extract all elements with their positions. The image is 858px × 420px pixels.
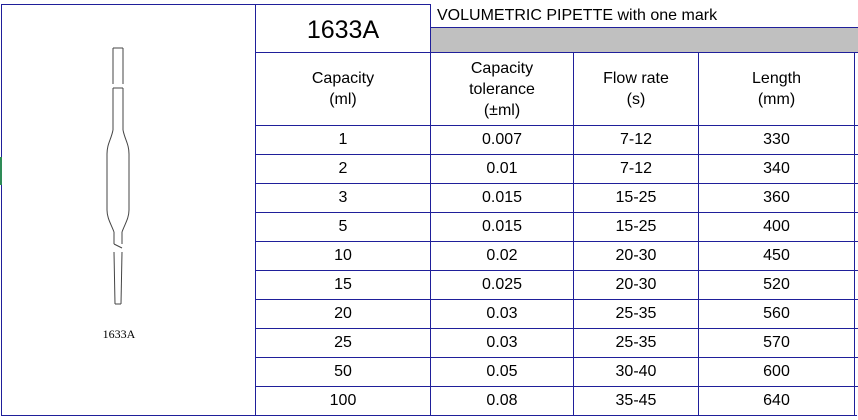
- cell-length: 360: [699, 184, 855, 212]
- cell-capacity: 10: [256, 242, 431, 270]
- table-row: 1 0.007 7-12 330: [256, 126, 858, 155]
- cell-capacity: 20: [256, 300, 431, 328]
- product-image-cell: 1633A: [1, 4, 256, 416]
- header-tolerance: Capacity tolerance (±ml): [431, 53, 574, 126]
- cell-flow-rate: 35-45: [574, 387, 699, 415]
- cell-capacity: 50: [256, 358, 431, 386]
- header-flow-rate-line1: Flow rate: [603, 70, 669, 87]
- cell-length: 560: [699, 300, 855, 328]
- cell-tolerance: 0.015: [431, 213, 574, 241]
- header-length-line1: Length: [752, 70, 801, 87]
- header-tolerance-line3: (±ml): [483, 101, 521, 119]
- cell-capacity: 5: [256, 213, 431, 241]
- cell-tolerance: 0.03: [431, 329, 574, 357]
- volumetric-pipette-drawing-icon: [106, 47, 130, 305]
- cell-capacity: 1: [256, 126, 431, 154]
- image-caption: 1633A: [102, 327, 136, 341]
- cell-flow-rate: 20-30: [574, 271, 699, 299]
- cell-flow-rate: 20-30: [574, 242, 699, 270]
- cell-capacity: 15: [256, 271, 431, 299]
- table-row: 3 0.015 15-25 360: [256, 184, 858, 213]
- header-capacity: Capacity (ml): [256, 53, 431, 126]
- table-row: 2 0.01 7-12 340: [256, 155, 858, 184]
- header-capacity-line1: Capacity: [311, 70, 375, 87]
- cell-flow-rate: 15-25: [574, 184, 699, 212]
- cell-flow-rate: 7-12: [574, 155, 699, 183]
- table-row: 25 0.03 25-35 570: [256, 329, 858, 358]
- spec-table: 1633A VOLUMETRIC PIPETTE with one mark C…: [256, 4, 858, 416]
- header-flow-rate: Flow rate (s): [574, 53, 699, 126]
- cell-length: 570: [699, 329, 855, 357]
- table-row: 100 0.08 35-45 640: [256, 387, 858, 416]
- table-row: 50 0.05 30-40 600: [256, 358, 858, 387]
- cell-flow-rate: 7-12: [574, 126, 699, 154]
- cell-tolerance: 0.025: [431, 271, 574, 299]
- cell-flow-rate: 25-35: [574, 300, 699, 328]
- product-frame: [1, 4, 857, 416]
- cell-tolerance: 0.015: [431, 184, 574, 212]
- header-extra-column: [855, 53, 858, 126]
- cell-capacity: 25: [256, 329, 431, 357]
- title-bar-fill: [431, 28, 858, 53]
- cell-flow-rate: 25-35: [574, 329, 699, 357]
- cell-tolerance: 0.01: [431, 155, 574, 183]
- cell-length: 600: [699, 358, 855, 386]
- header-tolerance-line1: Capacity: [470, 59, 534, 77]
- header-capacity-line2: (ml): [329, 91, 357, 108]
- cell-tolerance: 0.007: [431, 126, 574, 154]
- header-length: Length (mm): [699, 53, 855, 126]
- left-edge-marker: [0, 157, 2, 185]
- cell-length: 520: [699, 271, 855, 299]
- header-flow-rate-line2: (s): [626, 91, 646, 108]
- table-row: 10 0.02 20-30 450: [256, 242, 858, 271]
- cell-length: 340: [699, 155, 855, 183]
- cell-capacity: 2: [256, 155, 431, 183]
- cell-length: 640: [699, 387, 855, 415]
- product-code: 1633A: [256, 4, 431, 53]
- cell-tolerance: 0.02: [431, 242, 574, 270]
- table-body: 1 0.007 7-12 330 2 0.01 7-12 340 3 0.015…: [256, 126, 858, 416]
- cell-tolerance: 0.03: [431, 300, 574, 328]
- cell-length: 330: [699, 126, 855, 154]
- table-row: 5 0.015 15-25 400: [256, 213, 858, 242]
- table-row: 20 0.03 25-35 560: [256, 300, 858, 329]
- header-length-line2: (mm): [757, 91, 796, 108]
- cell-capacity: 3: [256, 184, 431, 212]
- header-tolerance-line2: tolerance: [469, 80, 535, 98]
- cell-length: 400: [699, 213, 855, 241]
- cell-tolerance: 0.05: [431, 358, 574, 386]
- cell-flow-rate: 15-25: [574, 213, 699, 241]
- cell-capacity: 100: [256, 387, 431, 415]
- cell-length: 450: [699, 242, 855, 270]
- product-title: VOLUMETRIC PIPETTE with one mark: [431, 4, 858, 28]
- cell-tolerance: 0.08: [431, 387, 574, 415]
- cell-flow-rate: 30-40: [574, 358, 699, 386]
- table-row: 15 0.025 20-30 520: [256, 271, 858, 300]
